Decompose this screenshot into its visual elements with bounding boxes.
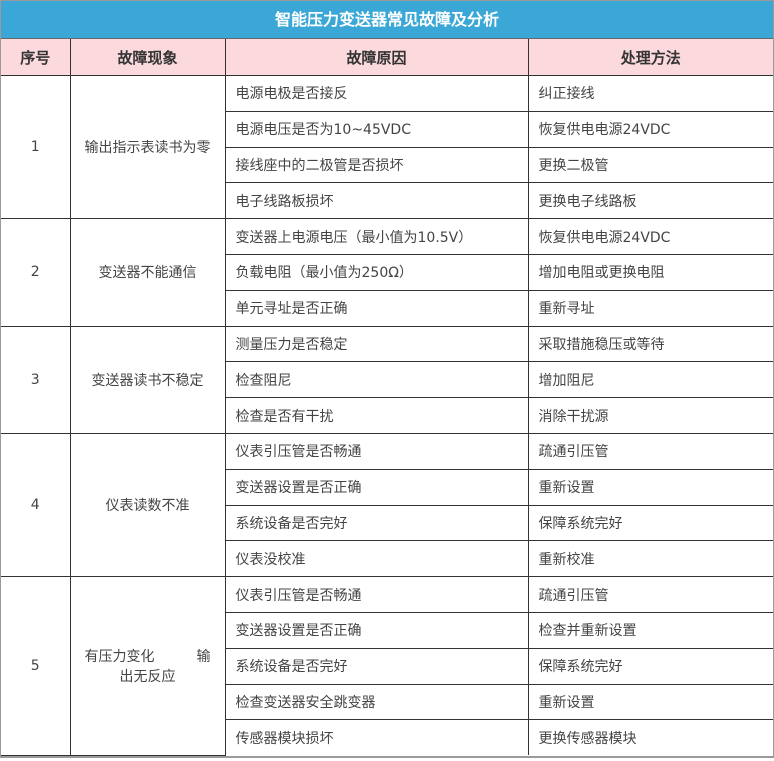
fault-solution: 疏通引压管 bbox=[527, 432, 773, 470]
table-title: 智能压力变送器常见故障及分析 bbox=[1, 1, 773, 39]
fault-solution: 重新寻址 bbox=[527, 289, 773, 327]
fault-cause: 仪表引压管是否畅通 bbox=[224, 576, 529, 613]
fault-cause: 变送器上电源电压（最小值为10.5V） bbox=[224, 218, 529, 255]
fault-solution: 更换传感器模块 bbox=[527, 719, 773, 756]
table-row: 电源电压是否为10~45VDC 恢复供电电源24VDC bbox=[1, 110, 773, 148]
fault-solution: 保障系统完好 bbox=[527, 504, 773, 542]
table-row: 2 变送器不能通信 变送器上电源电压（最小值为10.5V） 恢复供电电源24VDC bbox=[1, 218, 773, 327]
table-row: 检查是否有干扰 消除干扰源 bbox=[1, 397, 773, 434]
fault-symptom: 变送器不能通信 bbox=[69, 218, 226, 327]
header-cause: 故障原因 bbox=[224, 39, 529, 76]
table-row: 3 变送器读书不稳定 测量压力是否稳定 采取措施稳压或等待 bbox=[1, 325, 773, 434]
fault-solution: 重新校准 bbox=[527, 540, 773, 578]
fault-solution: 检查并重新设置 bbox=[527, 611, 773, 649]
table-row: 1 输出指示表读书为零 电源电极是否接反 纠正接线 bbox=[1, 74, 773, 220]
fault-cause: 检查是否有干扰 bbox=[225, 397, 529, 434]
table-row: 变送器设置是否正确 重新设置 bbox=[1, 468, 773, 506]
header-no: 序号 bbox=[1, 39, 71, 76]
fault-solution: 恢复供电电源24VDC bbox=[527, 218, 773, 255]
table-row: 单元寻址是否正确 重新寻址 bbox=[1, 289, 773, 327]
table-row: 系统设备是否完好 保障系统完好 bbox=[1, 504, 773, 542]
fault-cause: 测量压力是否稳定 bbox=[224, 325, 529, 363]
row-number: 5 bbox=[1, 576, 71, 756]
fault-symptom: 仪表读数不准 bbox=[69, 432, 226, 578]
table-row: 4 仪表读数不准 仪表引压管是否畅通 疏通引压管 bbox=[1, 432, 773, 578]
fault-solution: 消除干扰源 bbox=[527, 397, 773, 434]
fault-symptom: 输出指示表读书为零 bbox=[69, 74, 226, 220]
fault-cause: 电源电极是否接反 bbox=[224, 75, 529, 112]
header-solution: 处理方法 bbox=[527, 39, 773, 76]
fault-solution: 增加电阻或更换电阻 bbox=[527, 253, 773, 291]
fault-cause: 单元寻址是否正确 bbox=[225, 289, 529, 327]
row-number: 1 bbox=[1, 74, 71, 220]
fault-cause: 电子线路板损坏 bbox=[225, 182, 529, 220]
fault-solution: 疏通引压管 bbox=[527, 576, 773, 613]
fault-solution: 更换二极管 bbox=[527, 146, 773, 184]
fault-table: 序号 故障现象 故障原因 处理方法 1 输出指示表读书为零 电源电极是否接反 纠正接线… bbox=[1, 39, 773, 756]
table-row: 5 有压力变化 输出无反应 仪表引压管是否畅通 疏通引压管 bbox=[1, 576, 773, 756]
header-symptom: 故障现象 bbox=[69, 39, 226, 76]
fault-solution: 重新设置 bbox=[527, 683, 773, 721]
fault-solution: 增加阻尼 bbox=[527, 361, 773, 399]
fault-cause: 变送器设置是否正确 bbox=[225, 611, 529, 649]
fault-cause: 变送器设置是否正确 bbox=[225, 468, 529, 506]
fault-cause: 接线座中的二极管是否损坏 bbox=[225, 146, 529, 184]
table-row: 检查阻尼 增加阻尼 bbox=[1, 361, 773, 399]
row-number: 2 bbox=[1, 218, 71, 327]
fault-symptom: 变送器读书不稳定 bbox=[69, 325, 226, 434]
fault-cause: 传感器模块损坏 bbox=[225, 719, 529, 756]
row-number: 3 bbox=[1, 325, 71, 434]
fault-solution: 更换电子线路板 bbox=[527, 182, 773, 220]
fault-cause: 检查变送器安全跳变器 bbox=[225, 683, 529, 721]
row-number: 4 bbox=[1, 432, 71, 578]
header-row: 序号 故障现象 故障原因 处理方法 bbox=[1, 39, 773, 76]
fault-cause: 负载电阻（最小值为250Ω） bbox=[225, 253, 529, 291]
fault-symptom: 有压力变化 输出无反应 bbox=[69, 576, 226, 756]
fault-cause: 电源电压是否为10~45VDC bbox=[225, 110, 529, 148]
table-row: 传感器模块损坏 更换传感器模块 bbox=[1, 719, 773, 756]
fault-cause: 系统设备是否完好 bbox=[225, 504, 529, 542]
fault-solution: 保障系统完好 bbox=[527, 647, 773, 685]
fault-solution: 纠正接线 bbox=[527, 75, 773, 112]
fault-solution: 重新设置 bbox=[527, 468, 773, 506]
table-row: 负载电阻（最小值为250Ω） 增加电阻或更换电阻 bbox=[1, 253, 773, 291]
fault-cause: 检查阻尼 bbox=[225, 361, 529, 399]
fault-solution: 恢复供电电源24VDC bbox=[527, 110, 773, 148]
table-row: 系统设备是否完好 保障系统完好 bbox=[1, 647, 773, 685]
fault-cause: 仪表引压管是否畅通 bbox=[224, 432, 529, 470]
fault-cause: 系统设备是否完好 bbox=[225, 647, 529, 685]
fault-cause: 仪表没校准 bbox=[225, 540, 529, 578]
fault-solution: 采取措施稳压或等待 bbox=[527, 325, 773, 363]
